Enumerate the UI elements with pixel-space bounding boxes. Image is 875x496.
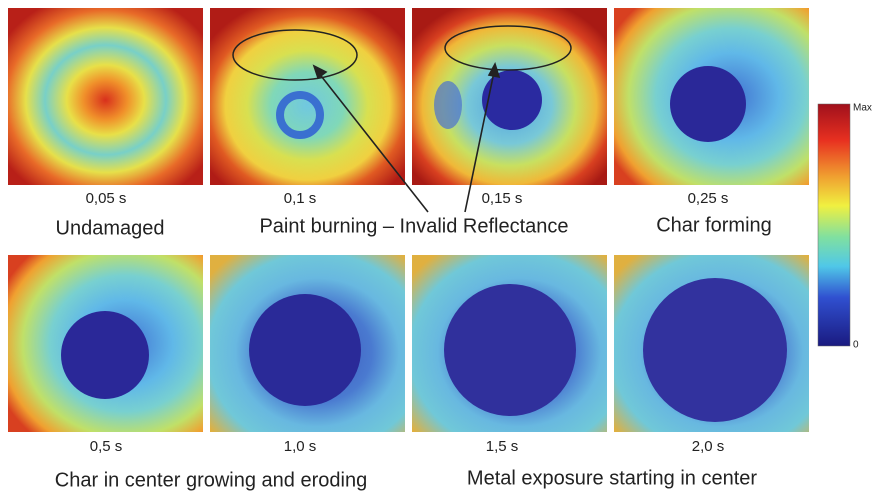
heatmap (210, 255, 405, 432)
colorbar (818, 104, 850, 346)
heatmap (8, 8, 203, 185)
caption: Char forming (656, 214, 772, 236)
caption: Metal exposure starting in center (467, 467, 757, 489)
caption: Undamaged (56, 217, 165, 239)
heatmap (614, 8, 809, 185)
heatmap (412, 8, 607, 185)
colorbar-min-label: 0 (853, 340, 859, 351)
time-label: 0,05 s (86, 190, 127, 207)
time-label: 2,0 s (692, 438, 725, 455)
time-label: 0,15 s (482, 190, 523, 207)
time-label: 1,0 s (284, 438, 317, 455)
figure: Max 0 0,05 s 0,1 s 0,15 s 0,25 s 0,5 s 1… (0, 0, 875, 496)
heatmap (412, 255, 607, 432)
colorbar-max-label: Max (853, 103, 872, 114)
time-label: 0,25 s (688, 190, 729, 207)
caption: Char in center growing and eroding (55, 469, 367, 491)
caption: Paint burning – Invalid Reflectance (259, 215, 568, 237)
heatmap (210, 8, 405, 185)
heatmap (8, 255, 203, 432)
time-label: 1,5 s (486, 438, 519, 455)
time-label: 0,1 s (284, 190, 317, 207)
heatmap (614, 255, 809, 432)
time-label: 0,5 s (90, 438, 123, 455)
